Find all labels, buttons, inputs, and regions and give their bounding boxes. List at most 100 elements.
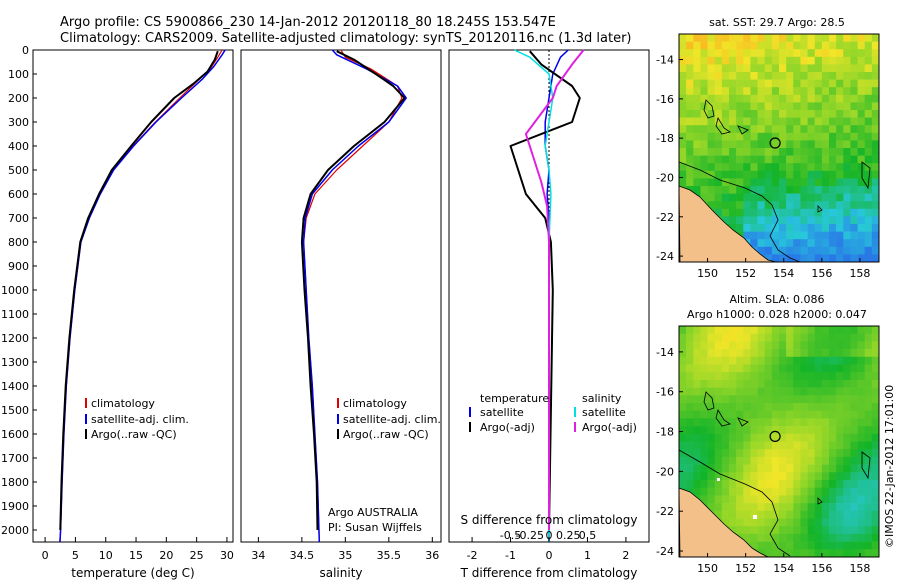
sst-map-cell xyxy=(779,56,787,65)
sst-map-cell xyxy=(707,186,716,194)
sla-map-cell xyxy=(793,549,801,558)
sst-map-cell xyxy=(714,132,723,141)
sst-map-cell xyxy=(707,117,716,126)
sst-map-cell xyxy=(743,193,751,202)
sla-map-cell xyxy=(814,433,823,442)
sst-map-cell xyxy=(764,224,773,232)
diff-top-xtick-label: -0.5 xyxy=(500,529,521,542)
sst-map-cell xyxy=(743,178,751,187)
sst-map-cell xyxy=(743,56,751,65)
sst-map-cell xyxy=(700,49,708,58)
sst-map-cell xyxy=(771,216,780,225)
sst-map-cell xyxy=(750,170,758,179)
sst-map-cell xyxy=(800,201,808,210)
sst-map-cell xyxy=(786,216,794,225)
sla-map-cell xyxy=(843,410,851,419)
sla-map-cell xyxy=(693,387,701,396)
sst-map-cell xyxy=(700,117,708,126)
sla-map-cell xyxy=(721,356,730,365)
sla-map-cell xyxy=(793,472,801,481)
sla-map-cell xyxy=(843,456,851,465)
sla-map-cell xyxy=(679,403,687,411)
sla-map-cell xyxy=(850,472,858,481)
sla-map-cell xyxy=(771,379,780,388)
sla-map-cell xyxy=(700,326,708,334)
sla-map-cell xyxy=(743,533,751,542)
sla-map-cell xyxy=(829,456,837,465)
sst-map-cell xyxy=(779,79,787,88)
sla-map-cell xyxy=(850,518,858,527)
sla-map-cell xyxy=(871,356,880,365)
sla-map-cell xyxy=(750,464,758,473)
sst-map-cell xyxy=(736,49,744,58)
sla-map-cell xyxy=(736,472,744,481)
sst-map-cell xyxy=(757,140,766,149)
sst-map-cell xyxy=(800,246,808,255)
sst-map-cell xyxy=(850,140,858,149)
sla-map-cell xyxy=(750,418,758,427)
sst-map-cell xyxy=(779,117,787,126)
sst-map-cell xyxy=(843,163,851,172)
sla-map-cell xyxy=(786,326,794,334)
sla-map-cell xyxy=(750,349,758,358)
sst-map-cell xyxy=(843,216,851,225)
sst-map-cell xyxy=(843,140,851,149)
diff-xtick-label: -1 xyxy=(505,549,516,562)
sst-map-cell xyxy=(871,79,880,88)
sst-map-cell xyxy=(843,125,851,134)
sal-xtick-label: 34.5 xyxy=(290,549,315,562)
sla-map-cell xyxy=(779,333,787,342)
sst-map-cell xyxy=(679,87,687,96)
sst-map-cell xyxy=(821,64,830,73)
sst-map-cell xyxy=(807,117,816,126)
sst-map-cell xyxy=(743,148,751,156)
sst-map-cell xyxy=(771,79,780,88)
sst-map-cell xyxy=(786,148,794,156)
sla-map-cell xyxy=(693,472,701,481)
sst-map-cell xyxy=(750,231,758,240)
sla-map-cell xyxy=(829,441,837,450)
sla-map-cell xyxy=(686,410,694,419)
sla-map-cell xyxy=(836,464,844,473)
sla-map-cell xyxy=(757,333,766,342)
sla-map-cell xyxy=(864,449,873,458)
sst-map-cell xyxy=(707,102,716,111)
sla-map-cell xyxy=(829,487,837,496)
sla-map-cell xyxy=(679,333,687,342)
sst-map-cell xyxy=(679,140,687,149)
sst-map-cell xyxy=(807,254,816,263)
sla-map-cell xyxy=(771,372,780,381)
sst-map-cell xyxy=(857,102,866,111)
sla-map-cell xyxy=(736,341,744,350)
sla-map-cell xyxy=(714,456,723,465)
sla-map-cell xyxy=(821,472,830,481)
sla-map-cell xyxy=(779,464,787,473)
sst-map-cell xyxy=(814,254,823,263)
sst-map-cell xyxy=(750,49,758,58)
sst-map-cell xyxy=(693,110,701,118)
sla-map-cell xyxy=(736,403,744,411)
sla-map-cell xyxy=(707,333,716,342)
sla-map-cell xyxy=(843,549,851,558)
sla-map-cell xyxy=(843,510,851,519)
sst-map-cell xyxy=(836,49,844,58)
sst-map-cell xyxy=(829,246,837,255)
sst-map-cell xyxy=(829,110,837,118)
sst-map-cell xyxy=(800,72,808,80)
sla-map-cell xyxy=(686,333,694,342)
sla-map-cell xyxy=(829,349,837,358)
sla-map-cell xyxy=(779,426,787,435)
sst-map-cell xyxy=(814,79,823,88)
sla-map-cell xyxy=(786,410,794,419)
difference-x-ticks: -2 -1 0 1 2 xyxy=(467,537,629,562)
sst-map-cell xyxy=(850,64,858,73)
sla-map-cell xyxy=(700,356,708,365)
sla-map-cell xyxy=(764,441,773,450)
sst-map-cell xyxy=(836,64,844,73)
sst-map-cell xyxy=(829,87,837,96)
sst-map-cell xyxy=(700,87,708,96)
sst-map-cell xyxy=(686,163,694,172)
sst-map-cell xyxy=(743,231,751,240)
sla-map-cell xyxy=(814,549,823,558)
sst-map-cell xyxy=(679,148,687,156)
